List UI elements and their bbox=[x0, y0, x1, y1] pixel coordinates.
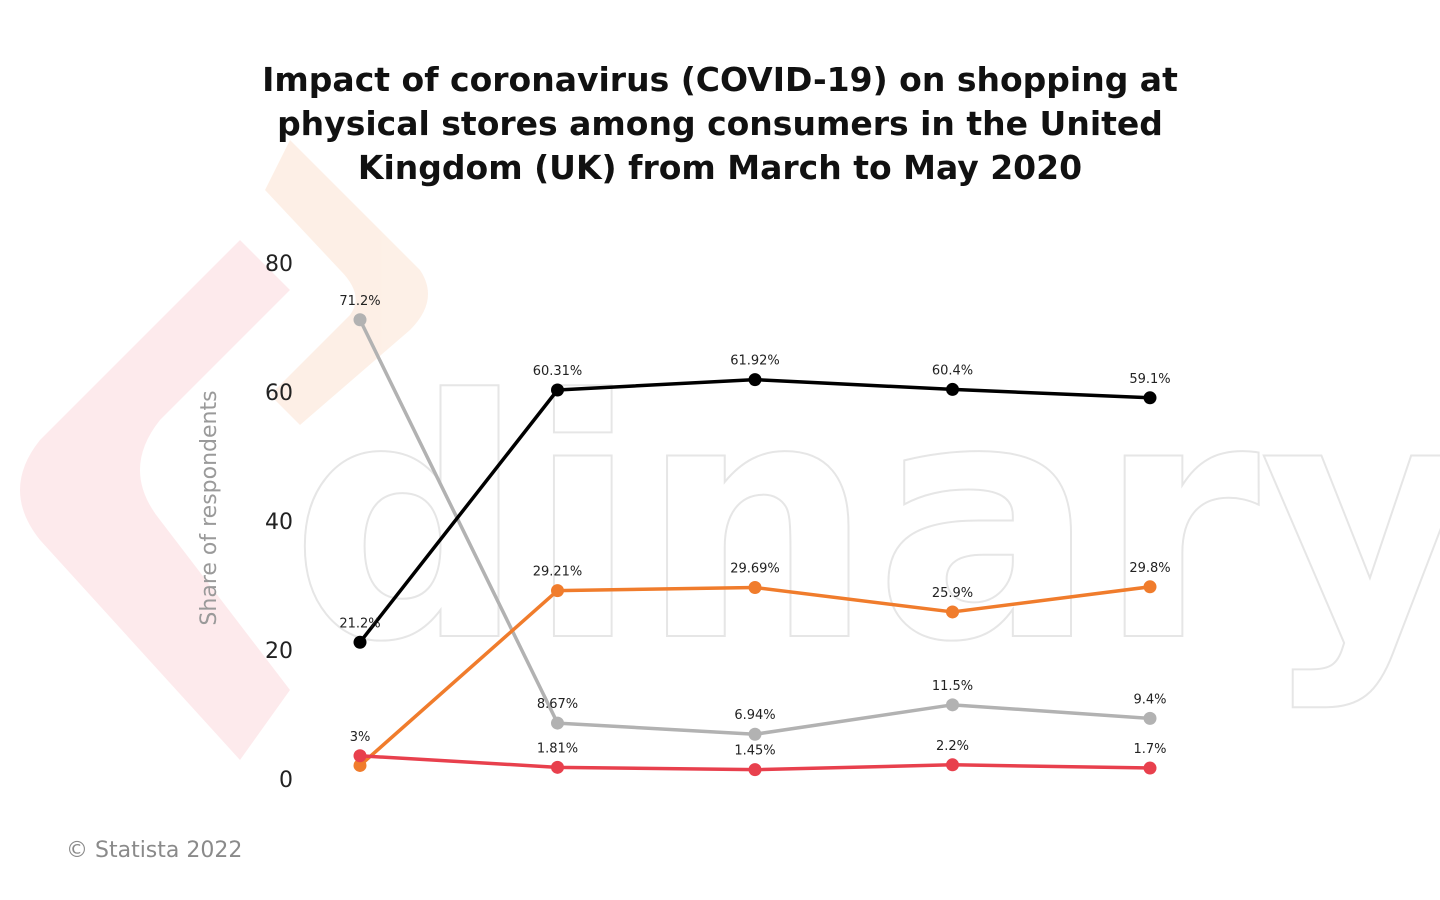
data-point[interactable] bbox=[353, 749, 367, 763]
data-point[interactable] bbox=[748, 727, 762, 741]
data-point[interactable] bbox=[551, 716, 564, 730]
data-label: 21.2% bbox=[339, 616, 380, 631]
data-label: 11.5% bbox=[932, 679, 973, 694]
data-label: 8.67% bbox=[537, 697, 578, 712]
y-tick-label: 80 bbox=[265, 252, 293, 277]
data-label: 61.92% bbox=[730, 354, 780, 369]
y-axis-label: Share of respondents bbox=[197, 390, 222, 625]
data-label: 25.9% bbox=[932, 586, 973, 601]
data-label: 3% bbox=[350, 730, 371, 745]
data-point[interactable] bbox=[748, 373, 762, 387]
copyright-credit: © Statista 2022 bbox=[66, 838, 243, 863]
data-label: 29.8% bbox=[1129, 561, 1170, 576]
dinarys-logo-icon bbox=[20, 140, 428, 760]
data-point[interactable] bbox=[1143, 711, 1157, 725]
data-point[interactable] bbox=[353, 635, 367, 649]
data-point[interactable] bbox=[748, 580, 762, 594]
data-label: 1.45% bbox=[734, 744, 775, 759]
data-label: 9.4% bbox=[1133, 692, 1166, 707]
y-tick-label: 20 bbox=[265, 639, 293, 664]
y-tick-label: 60 bbox=[265, 381, 293, 406]
data-point[interactable] bbox=[551, 383, 564, 397]
y-tick-label: 0 bbox=[279, 768, 293, 793]
data-point[interactable] bbox=[353, 758, 367, 772]
data-point[interactable] bbox=[946, 605, 959, 619]
data-point[interactable] bbox=[551, 760, 564, 774]
data-label: 29.21% bbox=[533, 565, 583, 580]
data-point[interactable] bbox=[551, 584, 564, 598]
data-point[interactable] bbox=[1143, 580, 1157, 594]
data-point[interactable] bbox=[946, 382, 959, 396]
data-label: 6.94% bbox=[734, 708, 775, 723]
data-label: 1.81% bbox=[537, 741, 578, 756]
data-label: 1.7% bbox=[1133, 742, 1166, 757]
data-label: 60.4% bbox=[932, 363, 973, 378]
data-label: 2.2% bbox=[936, 739, 969, 754]
data-point[interactable] bbox=[946, 698, 959, 712]
data-point[interactable] bbox=[1143, 391, 1157, 405]
data-point[interactable] bbox=[353, 313, 367, 327]
data-point[interactable] bbox=[1143, 761, 1157, 775]
data-label: 71.2% bbox=[339, 294, 380, 309]
data-label: 29.69% bbox=[730, 561, 780, 576]
y-tick-label: 40 bbox=[265, 510, 293, 535]
data-label: 60.31% bbox=[533, 364, 583, 379]
watermark-text: dinarys bbox=[290, 330, 1440, 714]
data-point[interactable] bbox=[946, 758, 959, 772]
chart-title: Impact of coronavirus (COVID-19) on shop… bbox=[262, 60, 1178, 187]
data-point[interactable] bbox=[748, 763, 762, 777]
data-label: 59.1% bbox=[1129, 372, 1170, 387]
